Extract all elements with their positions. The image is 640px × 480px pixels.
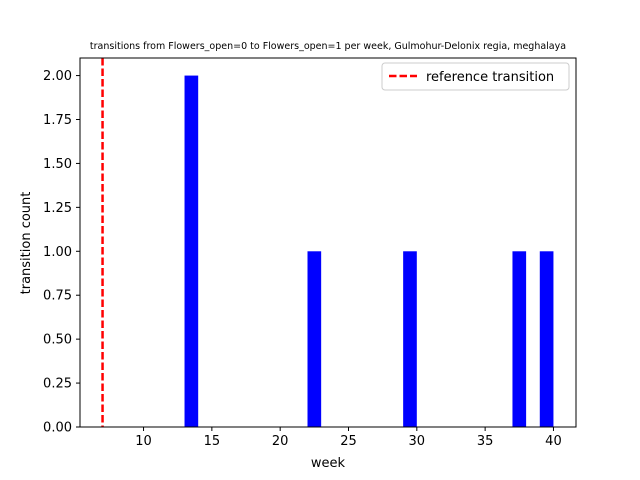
y-tick-label: 1.25 [43,201,72,216]
y-tick-label: 0.75 [43,289,72,304]
x-tick-label: 10 [135,434,152,449]
x-tick-label: 20 [272,434,289,449]
bar-week-37.5 [512,251,527,427]
y-tick-label: 1.75 [43,113,72,128]
legend: reference transition [381,62,570,91]
x-tick-label: 25 [340,434,357,449]
y-axis-ticks: 0.00 0.25 0.50 0.75 1.00 1.25 1.50 1.75 2.00 [43,69,80,436]
y-tick-label: 0.00 [43,421,72,436]
legend-box [381,62,570,91]
y-tick-label: 1.00 [43,245,72,260]
bar-week-13.5 [184,75,199,427]
x-tick-label: 35 [477,434,494,449]
bar-week-22.5 [307,251,322,427]
x-axis-ticks: 10 15 20 25 30 35 40 [135,427,562,449]
bar-week-39.5 [539,251,554,427]
y-tick-label: 1.50 [43,157,72,172]
x-axis-title: week [311,456,346,471]
x-tick-label: 30 [409,434,426,449]
axes-frame [79,57,577,428]
plot-area [79,57,577,428]
y-tick-label: 0.25 [43,377,72,392]
y-axis-title: transition count [19,192,34,295]
y-tick-label: 2.00 [43,69,72,84]
x-tick-label: 15 [204,434,221,449]
x-tick-label: 40 [545,434,562,449]
chart-title: transitions from Flowers_open=0 to Flowe… [90,41,566,52]
legend-label: reference transition [426,70,554,85]
bar-week-29.5 [403,251,417,427]
y-tick-label: 0.50 [43,333,72,348]
